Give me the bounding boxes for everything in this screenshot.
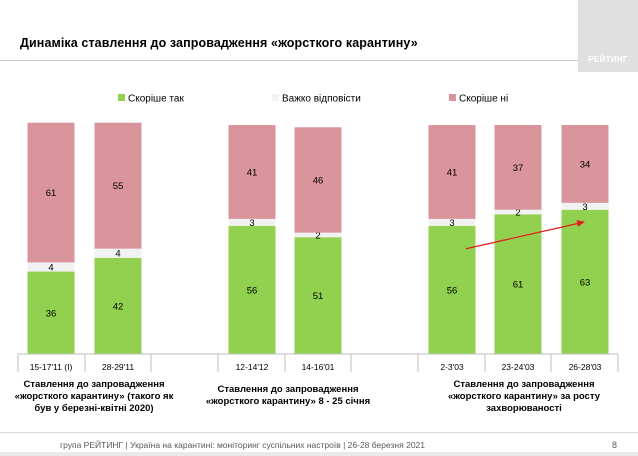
data-label: 61 [513, 280, 524, 291]
legend-label: Скоріше так [128, 94, 184, 105]
data-label: 55 [113, 181, 124, 192]
footer-text: група РЕЙТИНГ | Україна на карантині: мо… [60, 440, 426, 450]
brand-logo: РЕЙТИНГ [578, 0, 638, 72]
data-label: 41 [447, 167, 458, 178]
data-label: 4 [48, 262, 53, 273]
data-label: 56 [447, 285, 458, 296]
data-label: 3 [582, 202, 587, 213]
x-tick-label: 28-29'11 [102, 362, 134, 372]
legend-label: Важко відповісти [282, 94, 361, 105]
x-tick-label: 26-28'03 [569, 362, 602, 372]
bar-segment [561, 125, 609, 203]
bar-segment [294, 127, 342, 233]
data-label: 51 [313, 291, 324, 302]
data-label: 56 [247, 285, 258, 296]
bar-segment [294, 232, 342, 238]
chart-title: Динаміка ставлення до запровадження «жор… [20, 36, 418, 50]
data-label: 4 [115, 249, 120, 260]
bar-segment [94, 248, 142, 258]
data-label: 34 [580, 159, 591, 170]
data-label: 41 [247, 167, 258, 178]
logo-text: РЕЙТИНГ [588, 55, 628, 64]
bar-segment [94, 122, 142, 249]
bar-segment [27, 262, 75, 272]
legend-label: Скоріше ні [459, 94, 508, 105]
legend-swatch [272, 94, 279, 101]
x-tick-label: 14-16'01 [302, 362, 335, 372]
data-label: 3 [449, 218, 454, 229]
bar-segment [27, 122, 75, 263]
data-label: 63 [580, 277, 591, 288]
bar-segment [494, 209, 542, 215]
bar-segment [561, 209, 609, 354]
bar-segment [228, 225, 276, 354]
data-label: 46 [313, 175, 324, 186]
x-tick-label: 2-3'03 [440, 362, 464, 372]
bar-segment [228, 125, 276, 219]
data-label: 2 [315, 230, 320, 241]
group-caption-1: Ставлення до запровадження «жорсткого ка… [14, 379, 174, 414]
bar-segment [228, 218, 276, 226]
legend-swatch [118, 94, 125, 101]
legend-swatch [449, 94, 456, 101]
x-tick-label: 12-14'12 [236, 362, 269, 372]
data-label: 42 [113, 301, 124, 312]
trend-arrow-head [576, 220, 585, 227]
bar-segment [428, 125, 476, 219]
bottom-bar [0, 452, 638, 456]
trend-arrow-line [465, 222, 580, 250]
footer-divider [0, 432, 638, 433]
bar-segment [428, 225, 476, 354]
data-label: 37 [513, 163, 524, 174]
group-caption-2: Ставлення до запровадження «жорсткого ка… [205, 384, 371, 407]
bar-segment [494, 125, 542, 210]
title-divider [0, 60, 638, 61]
bar-segment [27, 271, 75, 354]
group-caption-3: Ставлення до запровадження «жорсткого ка… [447, 379, 601, 414]
x-tick-label: 15-17'11 (І) [30, 362, 73, 372]
bar-segment [561, 202, 609, 210]
page-number: 8 [612, 440, 618, 450]
bar-segment [94, 257, 142, 354]
data-label: 61 [46, 188, 57, 199]
bar-segment [428, 218, 476, 226]
data-label: 36 [46, 308, 57, 319]
x-tick-label: 23-24'03 [502, 362, 535, 372]
bar-segment [294, 237, 342, 354]
data-label: 2 [515, 208, 520, 219]
data-label: 3 [249, 218, 254, 229]
